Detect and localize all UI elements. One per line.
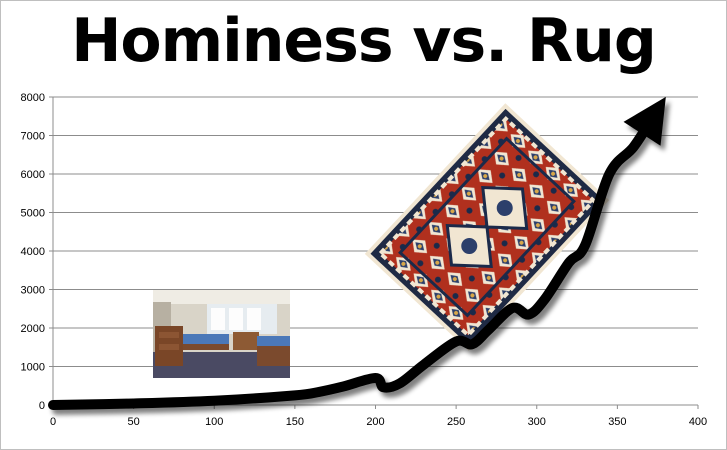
y-tick-label: 5000 bbox=[21, 208, 45, 220]
y-tick-label: 0 bbox=[39, 400, 45, 412]
x-tick-label: 100 bbox=[205, 416, 223, 428]
y-tick-label: 3000 bbox=[21, 285, 45, 297]
x-tick-label: 400 bbox=[689, 416, 707, 428]
y-tick-label: 7000 bbox=[21, 131, 45, 143]
y-tick-label: 2000 bbox=[21, 323, 45, 335]
series-line bbox=[48, 112, 658, 410]
x-tick-label: 250 bbox=[447, 416, 465, 428]
x-tick-label: 300 bbox=[528, 416, 546, 428]
y-tick-label: 1000 bbox=[21, 362, 45, 374]
y-tick-label: 4000 bbox=[21, 246, 45, 258]
y-tick-label: 8000 bbox=[21, 92, 45, 104]
x-tick-label: 150 bbox=[286, 416, 304, 428]
x-tick-label: 50 bbox=[128, 416, 140, 428]
y-tick-label: 6000 bbox=[21, 169, 45, 181]
x-tick-label: 350 bbox=[608, 416, 626, 428]
x-tick-label: 0 bbox=[50, 416, 56, 428]
chart-title: Hominess vs. Rug bbox=[71, 6, 657, 76]
x-tick-label: 200 bbox=[366, 416, 384, 428]
dorm-room-photo bbox=[153, 290, 290, 378]
series-arrowhead bbox=[623, 96, 666, 146]
persian-rug-image bbox=[364, 103, 610, 351]
